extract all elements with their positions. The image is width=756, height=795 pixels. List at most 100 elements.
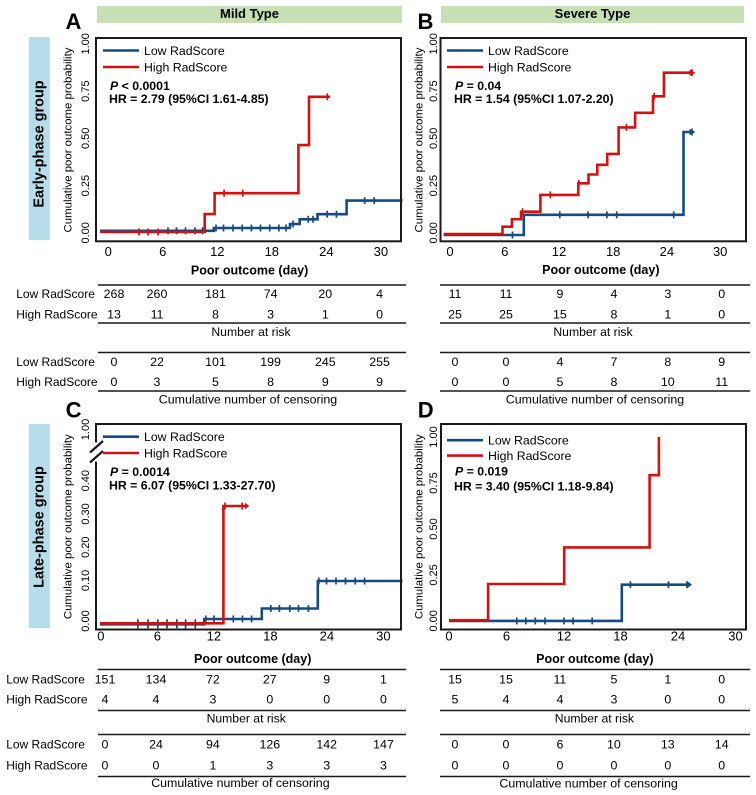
svg-text:4: 4 [556,693,563,707]
svg-text:9: 9 [376,375,383,389]
svg-text:1: 1 [664,308,671,322]
svg-text:1.00: 1.00 [80,419,92,440]
svg-text:260: 260 [147,287,168,301]
svg-text:3: 3 [323,759,330,773]
svg-text:High RadScore: High RadScore [16,308,98,322]
svg-text:0.20: 0.20 [80,536,92,557]
svg-text:Cumulative number of censoring: Cumulative number of censoring [159,393,337,407]
svg-text:0: 0 [503,738,510,752]
svg-text:6: 6 [159,244,166,259]
svg-text:0: 0 [111,355,118,369]
svg-text:11: 11 [151,308,164,322]
svg-text:C: C [66,397,82,422]
svg-text:1: 1 [380,673,387,687]
svg-text:13: 13 [661,738,675,752]
svg-text:0.50: 0.50 [428,518,440,539]
svg-text:4: 4 [503,693,510,707]
svg-text:Low RadScore: Low RadScore [144,44,225,58]
svg-text:0.10: 0.10 [80,570,92,591]
svg-text:4: 4 [153,693,160,707]
svg-text:Cumulative poor outcome probab: Cumulative poor outcome probability [63,47,75,232]
svg-text:24: 24 [319,244,333,259]
svg-text:1: 1 [322,308,329,322]
svg-text:11: 11 [500,287,513,301]
svg-text:20: 20 [318,287,332,301]
svg-text:25: 25 [448,308,462,322]
svg-text:0: 0 [718,673,725,687]
svg-text:9: 9 [322,375,329,389]
svg-text:0: 0 [105,244,112,259]
svg-text:0: 0 [102,759,109,773]
svg-text:Poor outcome (day): Poor outcome (day) [536,652,653,666]
svg-text:18: 18 [265,244,279,259]
svg-text:0: 0 [446,244,453,259]
svg-text:0: 0 [718,759,725,773]
svg-text:15: 15 [553,308,567,322]
svg-text:0: 0 [153,759,160,773]
svg-text:High RadScore: High RadScore [144,61,228,75]
svg-text:Poor outcome (day): Poor outcome (day) [194,652,311,666]
svg-text:A: A [65,9,81,34]
svg-text:6: 6 [501,244,508,259]
svg-text:0: 0 [376,308,383,322]
svg-text:4: 4 [556,355,563,369]
svg-text:High RadScore: High RadScore [144,447,228,461]
svg-text:5: 5 [610,673,617,687]
svg-text:9: 9 [323,673,330,687]
svg-text:6: 6 [503,629,510,644]
svg-text:3: 3 [664,287,671,301]
svg-text:22: 22 [150,355,164,369]
svg-text:0.00: 0.00 [80,610,92,631]
svg-text:199: 199 [260,355,281,369]
svg-text:0: 0 [610,759,617,773]
svg-text:18: 18 [606,244,620,259]
svg-text:Severe Type: Severe Type [555,6,631,21]
svg-text:High RadScore: High RadScore [488,61,572,75]
svg-text:18: 18 [613,629,627,644]
svg-text:11: 11 [715,375,728,389]
svg-text:Number at risk: Number at risk [553,325,633,339]
svg-text:0.25: 0.25 [428,564,440,585]
svg-text:0.75: 0.75 [80,80,92,101]
svg-text:1: 1 [209,759,216,773]
svg-text:Cumulative number of censoring: Cumulative number of censoring [151,776,329,790]
svg-text:15: 15 [499,673,513,687]
svg-text:Low RadScore: Low RadScore [6,738,85,752]
svg-text:94: 94 [206,738,220,752]
svg-text:3: 3 [209,693,216,707]
svg-text:8: 8 [610,375,617,389]
svg-text:8: 8 [664,355,671,369]
svg-text:0: 0 [111,375,118,389]
svg-text:5: 5 [556,375,563,389]
svg-text:Number at risk: Number at risk [555,712,635,726]
svg-text:3: 3 [267,308,274,322]
svg-text:1.00: 1.00 [428,426,440,447]
svg-text:0: 0 [445,629,452,644]
svg-text:268: 268 [104,287,125,301]
svg-text:1.00: 1.00 [80,33,92,54]
svg-text:12: 12 [207,629,221,644]
svg-text:Cumulative number of censoring: Cumulative number of censoring [506,392,684,406]
svg-text:0: 0 [664,693,671,707]
svg-text:9: 9 [556,287,563,301]
svg-text:0.25: 0.25 [80,175,92,196]
svg-text:Cumulative poor outcome probab: Cumulative poor outcome probability [414,434,426,619]
svg-text:30: 30 [376,629,390,644]
svg-text:9: 9 [718,355,725,369]
svg-text:0.30: 0.30 [80,503,92,524]
svg-text:0: 0 [380,693,387,707]
svg-text:4: 4 [376,287,383,301]
svg-text:126: 126 [259,738,280,752]
svg-text:5: 5 [452,693,459,707]
svg-text:Poor outcome (day): Poor outcome (day) [191,263,308,277]
svg-text:0: 0 [503,375,510,389]
svg-text:255: 255 [369,355,390,369]
svg-text:3: 3 [610,693,617,707]
svg-text:0.40: 0.40 [80,470,92,491]
svg-text:6: 6 [556,738,563,752]
svg-text:0.00: 0.00 [428,222,440,243]
svg-text:30: 30 [374,244,388,259]
svg-text:HR = 6.07 (95%CI 1.33-27.70): HR = 6.07 (95%CI 1.33-27.70) [109,479,275,493]
svg-text:134: 134 [146,673,167,687]
svg-text:24: 24 [149,738,163,752]
